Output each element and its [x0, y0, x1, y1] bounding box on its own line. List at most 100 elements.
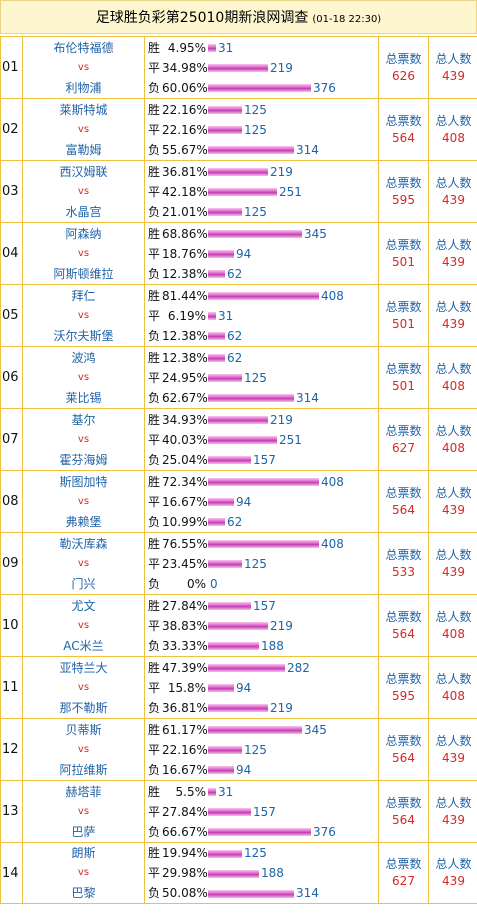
loss-bar: [208, 332, 225, 340]
match-number: 02: [0, 98, 23, 161]
home-team-link[interactable]: 基尔: [71, 412, 96, 427]
away-team-link[interactable]: 那不勒斯: [59, 700, 108, 715]
draw-line: 平 22.16% 125: [145, 740, 378, 760]
home-team-link[interactable]: 亚特兰大: [59, 660, 108, 675]
total-votes-cell: 总票数 627: [378, 842, 429, 904]
home-team-link[interactable]: 尤文: [71, 598, 96, 613]
total-votes-cell: 总票数 626: [378, 36, 429, 99]
away-team-link[interactable]: 莱比锡: [65, 390, 102, 405]
match-teams: 朗斯 vs 巴黎: [22, 842, 145, 904]
away-team-link[interactable]: 利物浦: [65, 80, 102, 95]
win-label: 胜: [148, 226, 161, 241]
win-label: 胜: [148, 846, 161, 860]
home-team-link[interactable]: 布伦特福德: [53, 40, 114, 55]
draw-count: 31: [218, 308, 234, 323]
win-percent: 27.84%: [162, 598, 208, 613]
win-line: 胜 68.86% 345: [145, 224, 378, 244]
draw-bar: [208, 869, 259, 878]
win-bar: [208, 230, 302, 238]
total-people-cell: 总人数 408: [428, 656, 477, 719]
total-people-cell: 总人数 439: [428, 718, 477, 781]
away-team-link[interactable]: 富勒姆: [65, 142, 102, 157]
match-teams: 波鸿 vs 莱比锡: [22, 346, 145, 409]
draw-label: 平: [148, 184, 161, 199]
win-count: 219: [270, 412, 293, 427]
home-team-link[interactable]: 贝蒂斯: [65, 722, 102, 737]
win-bar: [208, 664, 285, 672]
draw-label: 平: [148, 246, 161, 261]
total-people-value: 408: [442, 130, 465, 145]
home-team-link[interactable]: 拜仁: [71, 288, 96, 303]
win-count: 282: [287, 660, 310, 675]
vote-bars: 胜 12.38% 62 平 24.95% 125 负 62.67% 314: [144, 346, 379, 409]
match-number: 14: [0, 842, 23, 904]
vs-label: vs: [77, 495, 90, 507]
loss-percent: 16.67%: [162, 762, 208, 777]
away-team-link[interactable]: 巴萨: [71, 824, 96, 839]
away-team-link[interactable]: 阿斯顿维拉: [53, 266, 114, 281]
home-team-link[interactable]: 斯图加特: [59, 474, 108, 489]
draw-percent: 34.98%: [162, 60, 208, 75]
vs-label: vs: [77, 867, 90, 878]
away-team-link[interactable]: 巴黎: [71, 886, 96, 900]
loss-bar: [208, 642, 259, 650]
total-votes-value: 564: [392, 750, 415, 765]
away-team-link[interactable]: 弗赖堡: [65, 514, 102, 529]
vs-label: vs: [77, 743, 90, 755]
total-people-label: 总人数: [435, 547, 472, 562]
loss-percent: 66.67%: [162, 824, 208, 839]
draw-count: 219: [270, 618, 293, 633]
match-table: 01 布伦特福德 vs 利物浦 胜 4.95% 31 平 34.98% 219 负 60.…: [0, 36, 477, 904]
draw-line: 平 23.45% 125: [145, 554, 378, 574]
draw-line: 平 24.95% 125: [145, 368, 378, 388]
away-team-link[interactable]: AC米兰: [63, 638, 104, 653]
win-line: 胜 27.84% 157: [145, 596, 378, 616]
loss-bar: [208, 270, 225, 278]
home-team-link[interactable]: 西汉姆联: [59, 164, 108, 179]
away-team-link[interactable]: 水晶宫: [65, 204, 102, 219]
win-count: 125: [244, 846, 267, 860]
loss-label: 负: [148, 638, 161, 653]
away-team-link[interactable]: 阿拉维斯: [59, 762, 108, 777]
total-votes-cell: 总票数 595: [378, 160, 429, 223]
total-people-cell: 总人数 439: [428, 780, 477, 843]
total-people-label: 总人数: [435, 361, 472, 376]
vote-bars: 胜 27.84% 157 平 38.83% 219 负 33.33% 188: [144, 594, 379, 657]
match-table-body: 01 布伦特福德 vs 利物浦 胜 4.95% 31 平 34.98% 219 负 60.…: [0, 36, 477, 904]
home-team-link[interactable]: 莱斯特城: [59, 102, 108, 117]
win-line: 胜 72.34% 408: [145, 472, 378, 492]
draw-label: 平: [148, 494, 161, 509]
total-people-cell: 总人数 408: [428, 594, 477, 657]
home-team-link[interactable]: 朗斯: [71, 846, 96, 860]
away-team-link[interactable]: 门兴: [71, 576, 96, 591]
total-people-label: 总人数: [435, 423, 472, 438]
loss-label: 负: [148, 452, 161, 467]
home-team-link[interactable]: 赫塔菲: [65, 784, 102, 799]
draw-line: 平 38.83% 219: [145, 616, 378, 636]
loss-bar: [208, 518, 225, 526]
win-bar: [208, 788, 216, 796]
win-label: 胜: [148, 722, 161, 737]
win-line: 胜 76.55% 408: [145, 534, 378, 554]
total-votes-cell: 总票数 595: [378, 656, 429, 719]
win-count: 62: [227, 350, 243, 365]
vote-bars: 胜 68.86% 345 平 18.76% 94 负 12.38% 62: [144, 222, 379, 285]
draw-percent: 40.03%: [162, 432, 208, 447]
match-teams: 尤文 vs AC米兰: [22, 594, 145, 657]
draw-percent: 16.67%: [162, 494, 208, 509]
home-team-link[interactable]: 勒沃库森: [59, 536, 108, 551]
match-number: 13: [0, 780, 23, 843]
win-bar: [208, 168, 268, 176]
draw-bar: [208, 622, 268, 630]
win-percent: 34.93%: [162, 412, 208, 427]
loss-percent: 36.81%: [162, 700, 208, 715]
total-votes-cell: 总票数 564: [378, 470, 429, 533]
total-votes-cell: 总票数 564: [378, 98, 429, 161]
away-team-link[interactable]: 沃尔夫斯堡: [53, 328, 114, 343]
home-team-link[interactable]: 阿森纳: [65, 226, 102, 241]
loss-label: 负: [148, 80, 161, 95]
home-team-link[interactable]: 波鸿: [71, 350, 96, 365]
match-row: 04 阿森纳 vs 阿斯顿维拉 胜 68.86% 345 平 18.76% 94 负 12…: [0, 222, 477, 285]
away-team-link[interactable]: 霍芬海姆: [59, 452, 108, 467]
